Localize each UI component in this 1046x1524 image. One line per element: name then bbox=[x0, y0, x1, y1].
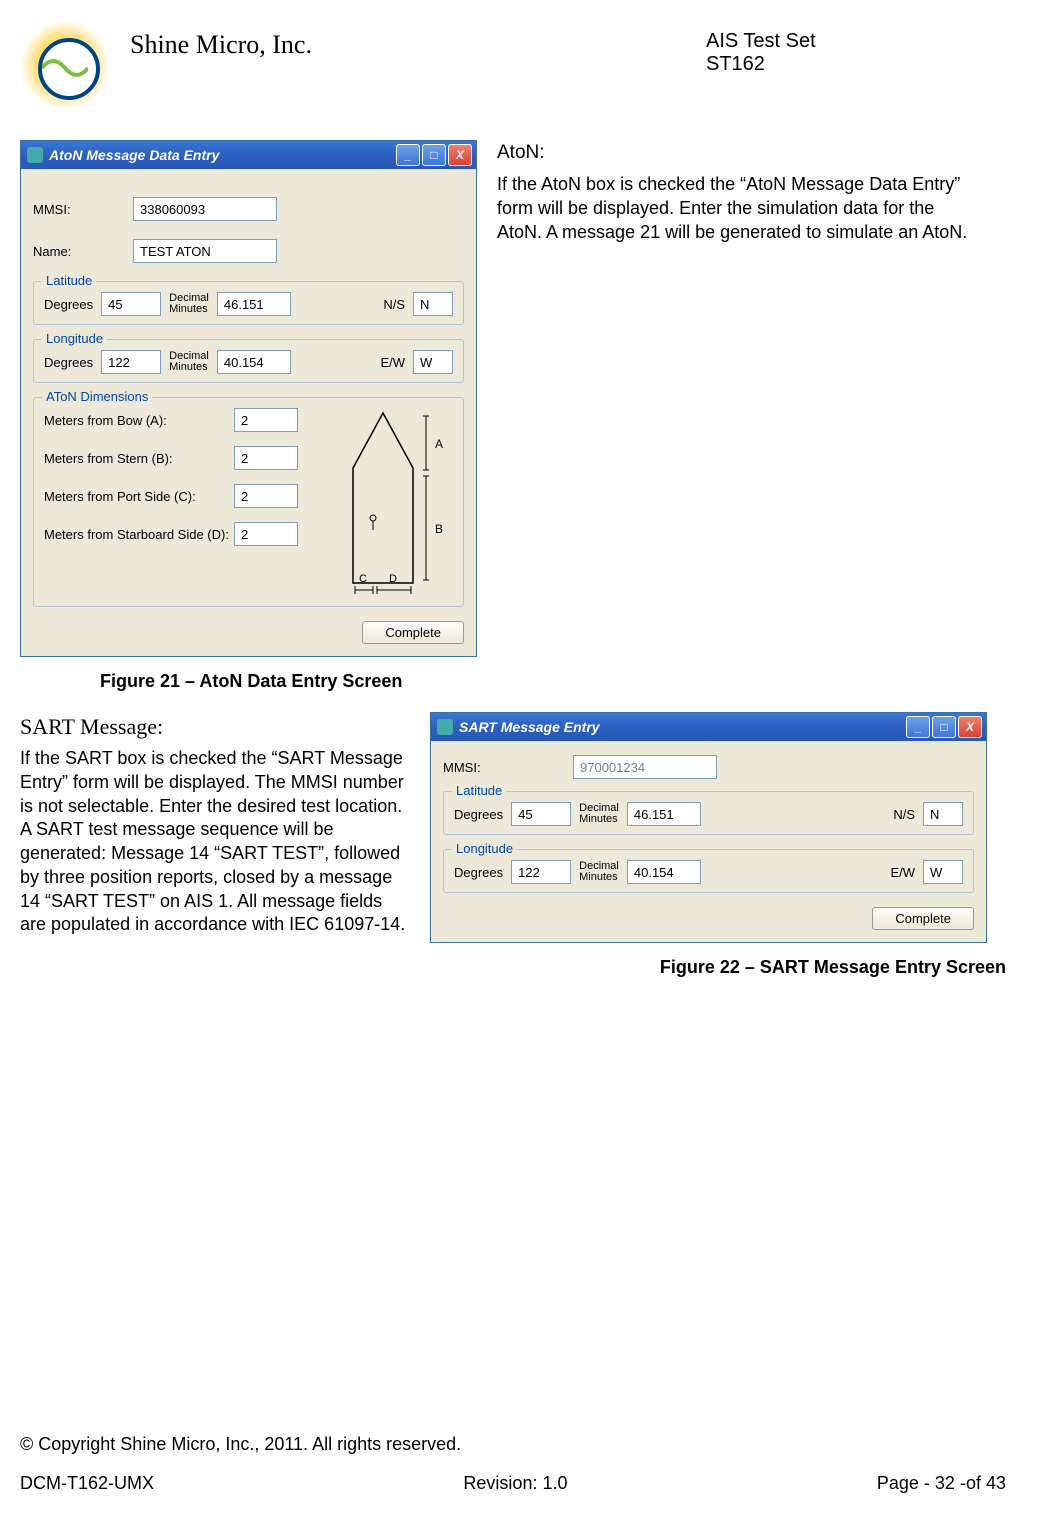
dim-c-input[interactable] bbox=[234, 484, 298, 508]
aton-description: AtoN: If the AtoN box is checked the “At… bbox=[497, 140, 977, 245]
svg-text:B: B bbox=[435, 522, 443, 536]
dimensions-group: AToN Dimensions Meters from Bow (A): Met… bbox=[33, 397, 464, 607]
name-label: Name: bbox=[33, 244, 123, 259]
svg-text:C: C bbox=[359, 573, 367, 585]
close-button[interactable]: X bbox=[448, 144, 472, 166]
sart-body-text: If the SART box is checked the “SART Mes… bbox=[20, 747, 410, 937]
page-header: Shine Micro, Inc. AIS Test Set ST162 bbox=[20, 20, 1006, 110]
sart-lat-dm-label: Decimal Minutes bbox=[579, 803, 619, 825]
latitude-legend: Latitude bbox=[42, 273, 96, 288]
sart-titlebar[interactable]: SART Message Entry _ □ X bbox=[431, 713, 986, 741]
dim-c-label: Meters from Port Side (C): bbox=[44, 489, 234, 504]
ew-label: E/W bbox=[380, 355, 405, 370]
sart-longitude-legend: Longitude bbox=[452, 841, 517, 856]
sart-lon-degrees-input[interactable] bbox=[511, 860, 571, 884]
mmsi-label: MMSI: bbox=[33, 202, 123, 217]
lat-degrees-input[interactable] bbox=[101, 292, 161, 316]
close-button[interactable]: X bbox=[958, 716, 982, 738]
dim-d-label: Meters from Starboard Side (D): bbox=[44, 527, 234, 542]
product-name: AIS Test Set ST162 bbox=[706, 30, 1006, 76]
aton-window: AtoN Message Data Entry _ □ X MMSI: Name… bbox=[20, 140, 477, 657]
maximize-button[interactable]: □ bbox=[932, 716, 956, 738]
complete-button[interactable]: Complete bbox=[362, 621, 464, 644]
longitude-legend: Longitude bbox=[42, 331, 107, 346]
lat-minutes-input[interactable] bbox=[217, 292, 291, 316]
product-line1: AIS Test Set bbox=[706, 30, 1006, 53]
sart-window-title: SART Message Entry bbox=[459, 719, 906, 735]
app-icon bbox=[437, 719, 453, 735]
maximize-button[interactable]: □ bbox=[422, 144, 446, 166]
dim-a-input[interactable] bbox=[234, 408, 298, 432]
lat-decimal-minutes-label: Decimal Minutes bbox=[169, 293, 209, 315]
name-input[interactable] bbox=[133, 239, 277, 263]
sart-ew-label: E/W bbox=[890, 865, 915, 880]
sart-lat-degrees-label: Degrees bbox=[454, 807, 503, 822]
lon-degrees-label: Degrees bbox=[44, 355, 93, 370]
sart-complete-button[interactable]: Complete bbox=[872, 907, 974, 930]
app-icon bbox=[27, 147, 43, 163]
sart-window: SART Message Entry _ □ X MMSI: Latitude … bbox=[430, 712, 987, 943]
lat-degrees-label: Degrees bbox=[44, 297, 93, 312]
dim-b-input[interactable] bbox=[234, 446, 298, 470]
sart-ns-input[interactable] bbox=[923, 802, 963, 826]
sart-lon-degrees-label: Degrees bbox=[454, 865, 503, 880]
company-name: Shine Micro, Inc. bbox=[130, 30, 706, 60]
sart-ns-label: N/S bbox=[893, 807, 915, 822]
minimize-button[interactable]: _ bbox=[396, 144, 420, 166]
ns-input[interactable] bbox=[413, 292, 453, 316]
dimensions-legend: AToN Dimensions bbox=[42, 389, 152, 404]
sart-heading: SART Message: bbox=[20, 712, 410, 741]
figure-22-caption: Figure 22 – SART Message Entry Screen bbox=[451, 957, 1006, 978]
sart-lat-minutes-input[interactable] bbox=[627, 802, 701, 826]
aton-heading: AtoN: bbox=[497, 140, 977, 166]
sart-mmsi-label: MMSI: bbox=[443, 760, 563, 775]
page-number: Page - 32 -of 43 bbox=[877, 1473, 1006, 1494]
svg-text:A: A bbox=[435, 437, 443, 451]
doc-id: DCM-T162-UMX bbox=[20, 1473, 154, 1494]
logo-wave-icon bbox=[42, 58, 88, 78]
figure-21-caption: Figure 21 – AtoN Data Entry Screen bbox=[20, 671, 475, 692]
revision: Revision: 1.0 bbox=[463, 1473, 567, 1494]
minimize-button[interactable]: _ bbox=[906, 716, 930, 738]
longitude-group: Longitude Degrees Decimal Minutes E/W bbox=[33, 339, 464, 383]
lon-minutes-input[interactable] bbox=[217, 350, 291, 374]
aton-body-text: If the AtoN box is checked the “AtoN Mes… bbox=[497, 172, 977, 245]
ship-diagram-icon: A B C D bbox=[343, 408, 453, 598]
logo bbox=[20, 20, 110, 110]
sart-description: SART Message: If the SART box is checked… bbox=[20, 712, 410, 937]
copyright-text: © Copyright Shine Micro, Inc., 2011. All… bbox=[20, 1434, 1006, 1455]
latitude-group: Latitude Degrees Decimal Minutes N/S bbox=[33, 281, 464, 325]
sart-mmsi-input bbox=[573, 755, 717, 779]
ns-label: N/S bbox=[383, 297, 405, 312]
page-footer: © Copyright Shine Micro, Inc., 2011. All… bbox=[20, 1434, 1006, 1494]
sart-ew-input[interactable] bbox=[923, 860, 963, 884]
aton-titlebar[interactable]: AtoN Message Data Entry _ □ X bbox=[21, 141, 476, 169]
product-line2: ST162 bbox=[706, 53, 1006, 76]
sart-longitude-group: Longitude Degrees Decimal Minutes E/W bbox=[443, 849, 974, 893]
sart-latitude-group: Latitude Degrees Decimal Minutes N/S bbox=[443, 791, 974, 835]
dim-b-label: Meters from Stern (B): bbox=[44, 451, 234, 466]
aton-window-title: AtoN Message Data Entry bbox=[49, 147, 396, 163]
ew-input[interactable] bbox=[413, 350, 453, 374]
dim-a-label: Meters from Bow (A): bbox=[44, 413, 234, 428]
lon-decimal-minutes-label: Decimal Minutes bbox=[169, 351, 209, 373]
dim-d-input[interactable] bbox=[234, 522, 298, 546]
sart-lon-minutes-input[interactable] bbox=[627, 860, 701, 884]
sart-latitude-legend: Latitude bbox=[452, 783, 506, 798]
svg-text:D: D bbox=[389, 573, 397, 585]
sart-lat-degrees-input[interactable] bbox=[511, 802, 571, 826]
mmsi-input[interactable] bbox=[133, 197, 277, 221]
sart-lon-dm-label: Decimal Minutes bbox=[579, 861, 619, 883]
lon-degrees-input[interactable] bbox=[101, 350, 161, 374]
